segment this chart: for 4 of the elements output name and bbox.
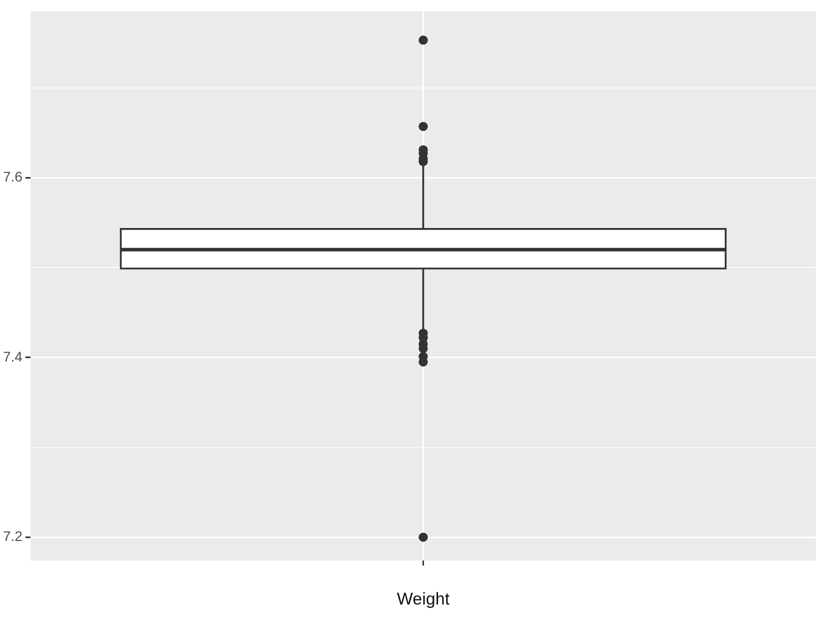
y-tick-label: 7.6 <box>2 168 23 185</box>
y-tick-label: 7.2 <box>2 528 23 544</box>
x-tick-label: Weight <box>396 589 450 608</box>
y-tick-label: 7.4 <box>2 348 23 364</box>
